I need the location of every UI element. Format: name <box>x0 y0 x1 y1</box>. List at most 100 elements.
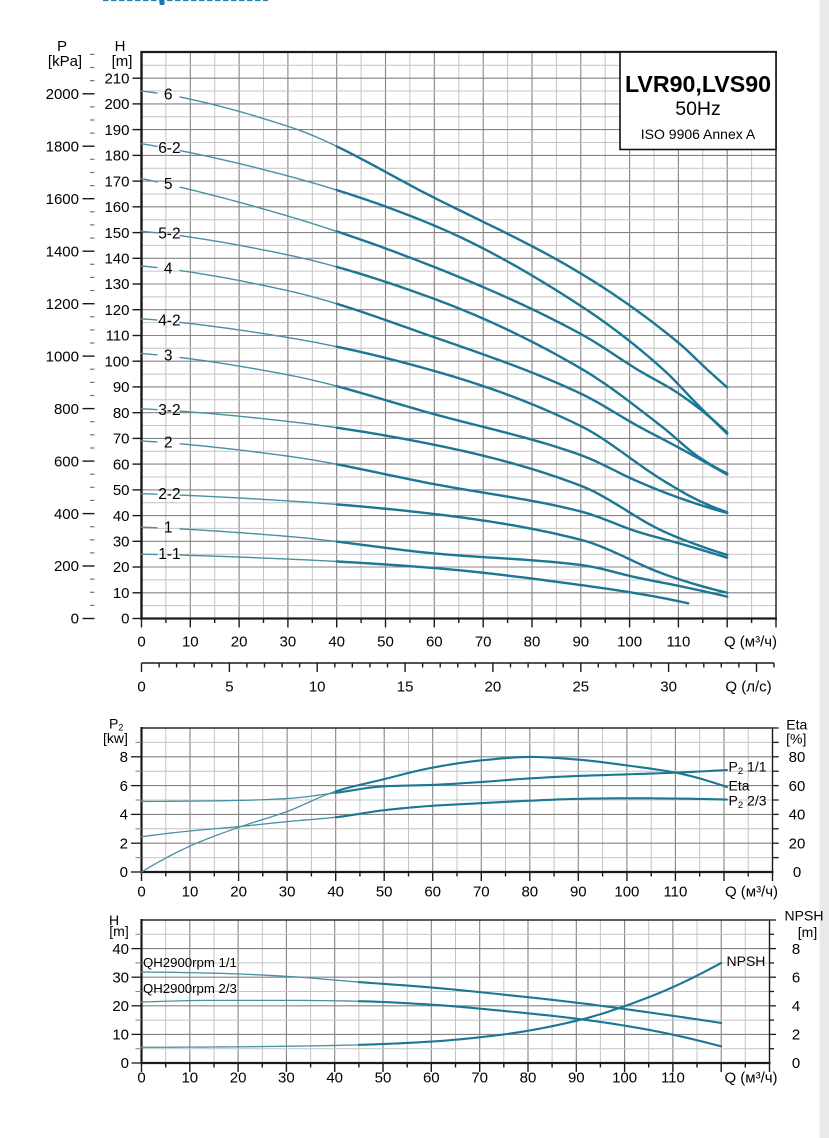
svg-text:[m]: [m] <box>109 923 128 939</box>
svg-text:100: 100 <box>617 634 642 651</box>
svg-text:110: 110 <box>663 884 687 901</box>
svg-text:110: 110 <box>661 1070 685 1087</box>
svg-text:[m]: [m] <box>798 924 817 940</box>
svg-text:200: 200 <box>54 558 79 575</box>
svg-text:20: 20 <box>789 835 806 852</box>
svg-text:110: 110 <box>666 634 690 651</box>
svg-text:10: 10 <box>309 679 326 696</box>
svg-text:6: 6 <box>120 778 128 795</box>
svg-text:200: 200 <box>104 96 129 113</box>
svg-text:80: 80 <box>520 1070 537 1087</box>
svg-text:1: 1 <box>164 520 173 537</box>
svg-text:Q (л/с): Q (л/с) <box>725 679 771 696</box>
svg-text:40: 40 <box>326 1070 343 1087</box>
svg-text:10: 10 <box>182 634 199 651</box>
svg-text:150: 150 <box>104 225 129 242</box>
svg-text:30: 30 <box>278 1070 295 1087</box>
svg-text:80: 80 <box>524 634 541 651</box>
svg-text:120: 120 <box>104 302 129 319</box>
svg-text:140: 140 <box>104 251 129 268</box>
svg-text:90: 90 <box>570 884 587 901</box>
svg-text:8: 8 <box>792 941 800 958</box>
svg-text:0: 0 <box>137 679 145 696</box>
svg-text:40: 40 <box>327 884 344 901</box>
svg-text:60: 60 <box>424 884 441 901</box>
svg-text:Eta: Eta <box>729 778 750 794</box>
svg-text:70: 70 <box>113 431 130 448</box>
svg-text:180: 180 <box>104 148 129 165</box>
svg-text:H: H <box>115 38 126 55</box>
svg-text:4: 4 <box>792 998 800 1015</box>
svg-text:0: 0 <box>121 611 129 628</box>
svg-text:60: 60 <box>113 456 130 473</box>
svg-text:LVR90,LVS90: LVR90,LVS90 <box>625 71 771 97</box>
svg-text:50: 50 <box>113 482 130 499</box>
svg-text:80: 80 <box>113 405 130 422</box>
svg-text:4-2: 4-2 <box>158 313 180 330</box>
svg-text:30: 30 <box>279 884 296 901</box>
svg-text:NPSH: NPSH <box>785 908 824 924</box>
svg-text:2: 2 <box>792 1027 800 1044</box>
svg-text:1600: 1600 <box>46 191 79 208</box>
svg-text:Q (м³/ч): Q (м³/ч) <box>725 884 778 901</box>
svg-text:600: 600 <box>54 453 79 470</box>
svg-text:20: 20 <box>485 679 502 696</box>
svg-text:400: 400 <box>54 506 79 523</box>
svg-text:80: 80 <box>789 749 806 766</box>
svg-text:30: 30 <box>660 679 677 696</box>
svg-text:0: 0 <box>121 1055 129 1072</box>
svg-text:1800: 1800 <box>46 138 79 155</box>
svg-text:50: 50 <box>375 1070 392 1087</box>
svg-text:60: 60 <box>789 778 806 795</box>
svg-text:Q (м³/ч): Q (м³/ч) <box>724 1070 777 1087</box>
svg-text:70: 70 <box>473 884 490 901</box>
svg-text:40: 40 <box>112 941 129 958</box>
svg-text:[%]: [%] <box>786 731 806 747</box>
svg-text:Q (м³/ч): Q (м³/ч) <box>724 634 777 651</box>
svg-text:30: 30 <box>280 634 297 651</box>
svg-text:100: 100 <box>614 884 639 901</box>
svg-text:P: P <box>57 38 67 55</box>
svg-text:110: 110 <box>106 328 130 345</box>
svg-text:2-2: 2-2 <box>158 486 180 503</box>
svg-text:50: 50 <box>376 884 393 901</box>
svg-text:QH2900rpm 1/1: QH2900rpm 1/1 <box>143 955 237 970</box>
svg-text:40: 40 <box>113 508 130 525</box>
svg-text:3: 3 <box>164 348 173 365</box>
svg-text:4: 4 <box>164 260 173 277</box>
svg-text:P2 1/1: P2 1/1 <box>729 759 767 778</box>
svg-text:10: 10 <box>182 884 199 901</box>
svg-text:0: 0 <box>793 864 801 881</box>
svg-text:10: 10 <box>113 585 130 602</box>
svg-text:P2 2/3: P2 2/3 <box>729 793 767 812</box>
svg-text:[kw]: [kw] <box>103 730 128 746</box>
svg-text:100: 100 <box>104 353 129 370</box>
svg-text:90: 90 <box>572 634 589 651</box>
svg-text:170: 170 <box>104 173 129 190</box>
svg-text:0: 0 <box>120 864 128 881</box>
svg-text:50Hz: 50Hz <box>675 98 721 120</box>
svg-text:2: 2 <box>164 434 173 451</box>
svg-text:20: 20 <box>231 634 248 651</box>
svg-text:190: 190 <box>104 122 129 139</box>
svg-text:10: 10 <box>112 1027 129 1044</box>
svg-text:25: 25 <box>572 679 589 696</box>
svg-text:0: 0 <box>792 1055 800 1072</box>
svg-text:20: 20 <box>113 559 130 576</box>
svg-text:6: 6 <box>792 969 800 986</box>
svg-text:20: 20 <box>230 1070 247 1087</box>
svg-text:80: 80 <box>521 884 538 901</box>
svg-text:130: 130 <box>104 276 129 293</box>
svg-text:100: 100 <box>612 1070 637 1087</box>
svg-text:1-1: 1-1 <box>158 546 180 563</box>
svg-text:1200: 1200 <box>46 296 79 313</box>
svg-text:1000: 1000 <box>46 348 79 365</box>
svg-text:160: 160 <box>104 199 129 216</box>
svg-text:2000: 2000 <box>46 86 79 103</box>
svg-text:70: 70 <box>471 1070 488 1087</box>
svg-text:Eta: Eta <box>786 717 807 733</box>
svg-text:210: 210 <box>104 70 129 87</box>
svg-text:5-2: 5-2 <box>158 226 180 243</box>
svg-text:1400: 1400 <box>46 243 79 260</box>
svg-text:0: 0 <box>137 884 145 901</box>
